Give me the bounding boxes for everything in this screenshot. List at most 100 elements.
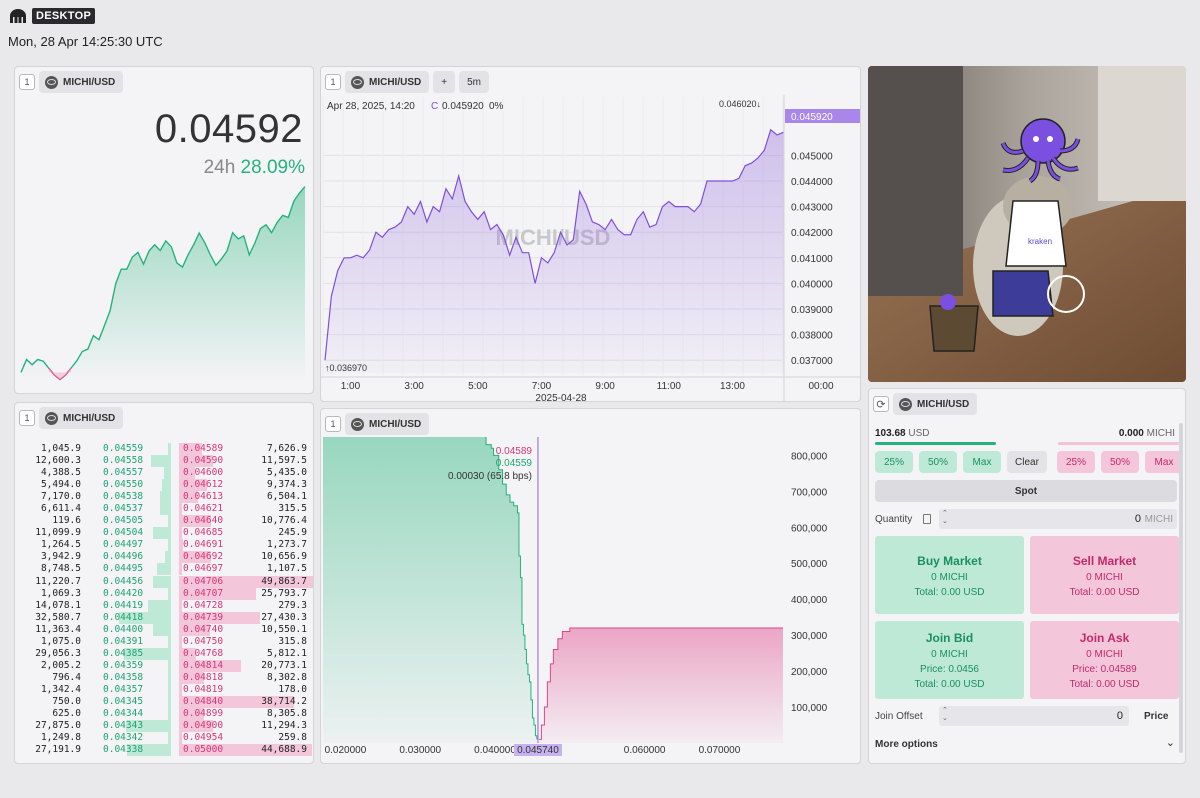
orderbook-row[interactable]: 1,045.9 0.04559 0.04589 7,626.9 bbox=[23, 443, 307, 455]
orderbook-row[interactable]: 32,580.7 0.04418 0.04739 27,430.3 bbox=[23, 611, 307, 624]
orderbook-row[interactable]: 8,748.5 0.04495 0.04697 1,107.5 bbox=[23, 563, 307, 576]
bid-size-bar bbox=[168, 539, 171, 552]
michi-balance-unit: MICHI bbox=[1146, 428, 1175, 439]
interval-selector[interactable]: 5m bbox=[459, 71, 489, 93]
symbol-selector[interactable]: MICHI/USD bbox=[893, 393, 978, 415]
quantity-stepper[interactable]: ⌃ ⌄ bbox=[942, 510, 948, 525]
y-tick-label: 500,000 bbox=[791, 559, 828, 570]
buy-pct-group: 25% 50% Max bbox=[875, 451, 1001, 473]
offset-stepper[interactable]: ⌃ ⌄ bbox=[942, 707, 948, 722]
orderbook-row[interactable]: 625.0 0.04344 0.04899 8,305.8 bbox=[23, 708, 307, 721]
ask-price: 0.04613 bbox=[183, 491, 224, 503]
orderbook-row[interactable]: 12,600.3 0.04558 0.04590 11,597.5 bbox=[23, 455, 307, 468]
buy-market-qty: 0 MICHI bbox=[931, 572, 968, 583]
bid-price: 0.04338 bbox=[103, 744, 144, 756]
chevron-down-icon[interactable]: ⌄ bbox=[1165, 737, 1175, 749]
spread-label: 0.00030 (65.8 bps) bbox=[448, 471, 532, 482]
orderbook-row[interactable]: 11,099.9 0.04504 0.04685 245.9 bbox=[23, 527, 307, 540]
bid-price: 0.04344 bbox=[103, 708, 144, 720]
join-ask-button[interactable]: Join Ask 0 MICHI Price: 0.04589 Total: 0… bbox=[1030, 621, 1179, 699]
scrollbar[interactable] bbox=[1179, 423, 1183, 753]
symbol-selector[interactable]: MICHI/USD bbox=[345, 413, 430, 435]
ohlc-c-value: 0.045920 bbox=[442, 101, 484, 112]
orderbook-row[interactable]: 1,342.4 0.04357 0.04819 178.0 bbox=[23, 683, 307, 696]
buy-50-button[interactable]: 50% bbox=[919, 451, 957, 473]
orderbook-row[interactable]: 796.4 0.04358 0.04818 8,302.8 bbox=[23, 671, 307, 684]
panel-link-number[interactable]: 1 bbox=[19, 74, 35, 90]
coin-icon bbox=[351, 417, 364, 431]
more-options[interactable]: More options bbox=[875, 739, 938, 750]
buy-market-button[interactable]: Buy Market 0 MICHI Total: 0.00 USD bbox=[875, 536, 1024, 614]
symbol-selector[interactable]: MICHI/USD bbox=[345, 71, 430, 93]
y-tick-label: 0.045000 bbox=[791, 151, 833, 162]
bid-size-bar bbox=[124, 647, 171, 660]
ask-size-bar bbox=[179, 587, 256, 600]
orderbook-row[interactable]: 750.0 0.04345 0.04840 38,714.2 bbox=[23, 695, 307, 708]
ask-price: 0.04707 bbox=[183, 587, 224, 599]
bid-price: 0.04497 bbox=[103, 539, 144, 551]
price-area bbox=[325, 129, 784, 373]
depth-chart[interactable]: 100,000 200,000 300,000 400,000 500,000 600,0… bbox=[321, 437, 861, 763]
join-offset-field[interactable]: ⌃ ⌄ 0 bbox=[939, 706, 1129, 726]
offset-value: 0 bbox=[1116, 710, 1123, 722]
ask-price: 0.04640 bbox=[183, 515, 224, 527]
orderbook-row[interactable]: 1,249.8 0.04342 0.04954 259.8 bbox=[23, 732, 307, 745]
spot-button[interactable]: Spot bbox=[875, 480, 1177, 502]
orderbook-row[interactable]: 29,056.3 0.04385 0.04768 5,812.1 bbox=[23, 647, 307, 660]
orderbook-row[interactable]: 3,942.9 0.04496 0.04692 10,656.9 bbox=[23, 551, 307, 564]
refresh-icon[interactable]: ⟳ bbox=[873, 396, 889, 412]
ask-size: 20,773.1 bbox=[261, 659, 307, 671]
ask-size-bar bbox=[179, 479, 207, 492]
ask-size-bar bbox=[179, 491, 199, 504]
bid-size: 1,045.9 bbox=[40, 443, 81, 454]
ask-size: 1,107.5 bbox=[266, 563, 307, 575]
quantity-field[interactable]: ⌃ ⌄ 0 MICHI bbox=[939, 509, 1177, 529]
clear-button[interactable]: Clear bbox=[1007, 451, 1047, 473]
symbol-selector[interactable]: MICHI/USD bbox=[39, 71, 124, 93]
calculator-icon[interactable] bbox=[923, 514, 931, 524]
orderbook-row[interactable]: 27,875.0 0.04343 0.04900 11,294.3 bbox=[23, 720, 307, 733]
buy-25-button[interactable]: 25% bbox=[875, 451, 913, 473]
bid-size: 1,075.0 bbox=[40, 635, 81, 647]
panel-link-number[interactable]: 1 bbox=[19, 410, 35, 426]
bid-size: 14,078.1 bbox=[35, 599, 81, 611]
x-tick-label: 9:00 bbox=[595, 381, 615, 392]
y-tick-label: 300,000 bbox=[791, 631, 828, 642]
orderbook-row[interactable]: 119.6 0.04505 0.04640 10,776.4 bbox=[23, 515, 307, 528]
chart-date-label: Apr 28, 2025, 14:20 bbox=[327, 101, 415, 112]
orderbook-row[interactable]: 5,494.0 0.04550 0.04612 9,374.3 bbox=[23, 479, 307, 492]
y-tick-label: 0.040000 bbox=[791, 279, 833, 290]
x-tick-label: 11:00 bbox=[657, 381, 682, 392]
sell-25-button[interactable]: 25% bbox=[1057, 451, 1095, 473]
desktop-badge[interactable]: DESKTOP bbox=[32, 8, 96, 24]
join-bid-button[interactable]: Join Bid 0 MICHI Price: 0.0456 Total: 0.… bbox=[875, 621, 1024, 699]
orderbook-row[interactable]: 2,005.2 0.04359 0.04814 20,773.1 bbox=[23, 659, 307, 672]
orderbook-row[interactable]: 4,388.5 0.04557 0.04600 5,435.0 bbox=[23, 467, 307, 480]
orderbook-row[interactable]: 6,611.4 0.04537 0.04621 315.5 bbox=[23, 503, 307, 516]
sell-50-button[interactable]: 50% bbox=[1101, 451, 1139, 473]
symbol-selector[interactable]: MICHI/USD bbox=[39, 407, 124, 429]
price-chart[interactable]: 0.037000 0.038000 0.039000 0.040000 0.041000… bbox=[321, 95, 861, 401]
orderbook-row[interactable]: 7,170.0 0.04538 0.04613 6,504.1 bbox=[23, 491, 307, 504]
sell-pct-group: 25% 50% Max bbox=[1057, 451, 1183, 473]
orderbook-row[interactable]: 11,363.4 0.04400 0.04740 10,550.1 bbox=[23, 623, 307, 636]
bid-size-bar bbox=[164, 551, 171, 564]
sell-market-button[interactable]: Sell Market 0 MICHI Total: 0.00 USD bbox=[1030, 536, 1179, 614]
sell-max-button[interactable]: Max bbox=[1145, 451, 1183, 473]
panel-link-number[interactable]: 1 bbox=[325, 74, 341, 90]
usd-balance-unit: USD bbox=[908, 428, 930, 439]
orderbook-row[interactable]: 1,069.3 0.04420 0.04707 25,793.7 bbox=[23, 587, 307, 600]
orderbook-row[interactable]: 14,078.1 0.04419 0.04728 279.3 bbox=[23, 599, 307, 612]
bid-price: 0.04400 bbox=[103, 623, 144, 635]
add-indicator-button[interactable]: + bbox=[433, 71, 456, 93]
orderbook-row[interactable]: 1,075.0 0.04391 0.04750 315.8 bbox=[23, 635, 307, 648]
orderbook-row[interactable]: 1,264.5 0.04497 0.04691 1,273.7 bbox=[23, 539, 307, 552]
orderbook-row[interactable]: 27,191.9 0.04338 0.05000 44,688.9 bbox=[23, 744, 312, 757]
symbol-label: MICHI/USD bbox=[369, 418, 422, 430]
sell-market-title: Sell Market bbox=[1072, 554, 1137, 568]
sell-market-qty: 0 MICHI bbox=[1086, 572, 1123, 583]
offset-unit-toggle[interactable]: Price bbox=[1144, 711, 1169, 722]
panel-link-number[interactable]: 1 bbox=[325, 416, 341, 432]
orderbook-row[interactable]: 11,220.7 0.04456 0.04706 49,863.7 bbox=[23, 575, 313, 588]
buy-max-button[interactable]: Max bbox=[963, 451, 1001, 473]
